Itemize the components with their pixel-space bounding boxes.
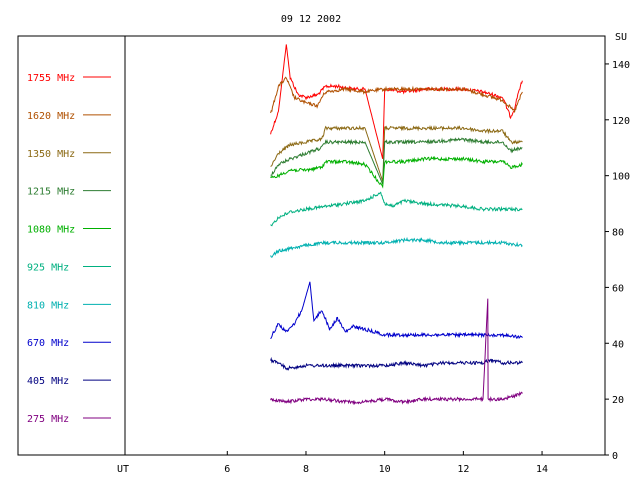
legend-label: 1215 MHz	[27, 187, 75, 198]
chart-title: 09 12 2002	[281, 14, 341, 25]
series-group	[270, 44, 523, 406]
x-tick-label: 12	[457, 464, 469, 475]
legend-label: 275 MHz	[27, 414, 69, 425]
legend-label: 1080 MHz	[27, 225, 75, 236]
plot-frame	[17, 35, 606, 456]
legend-label: 1350 MHz	[27, 149, 75, 160]
series-line	[270, 137, 523, 185]
series-line	[270, 356, 523, 371]
series-line	[270, 281, 523, 340]
legend-label: 1755 MHz	[27, 73, 75, 84]
series-line	[270, 298, 523, 406]
x-tick-label: 14	[536, 464, 548, 475]
y-tick-label: 120	[612, 116, 630, 127]
y-tick-label: 40	[612, 339, 624, 350]
series-line	[270, 155, 523, 189]
y-tick-label: 60	[612, 283, 624, 294]
y-tick-label: 20	[612, 395, 624, 406]
x-axis-label: UT	[117, 464, 129, 475]
y-tick-label: 0	[612, 451, 618, 462]
legend-label: 670 MHz	[27, 338, 69, 349]
y-tick-label: 80	[612, 228, 624, 239]
legend-label: 810 MHz	[27, 300, 69, 311]
legend-label: 405 MHz	[27, 376, 69, 387]
series-line	[270, 124, 523, 182]
series-line	[270, 236, 523, 258]
series-line	[270, 76, 523, 114]
legend: 1755 MHz 1620 MHz 1350 MHz 1215 MHz 1080 MHz…	[27, 73, 111, 425]
x-tick-label: 10	[379, 464, 391, 475]
legend-label: 1620 MHz	[27, 111, 75, 122]
series-line	[270, 191, 523, 227]
y-tick-label: 100	[612, 172, 630, 183]
legend-label: 925 MHz	[27, 262, 69, 273]
x-tick-label: 8	[303, 464, 309, 475]
y-axis-label: SU	[615, 32, 627, 43]
y-tick-label: 140	[612, 60, 630, 71]
x-tick-label: 6	[224, 464, 230, 475]
